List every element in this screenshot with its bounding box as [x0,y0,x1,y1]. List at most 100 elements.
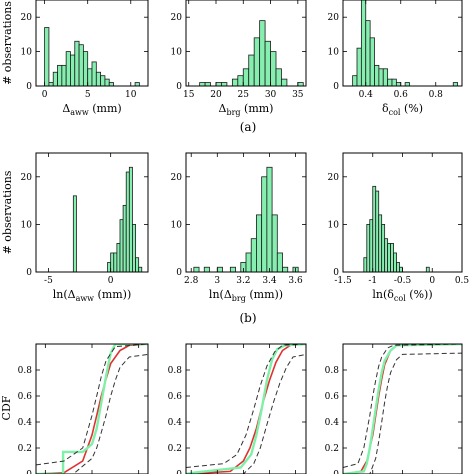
histogram-bar [44,27,50,86]
y-tick-label: 20 [21,173,33,183]
cdf-line-fit [186,344,306,474]
y-tick-label: 0 [176,268,182,278]
x-axis-label: δcol (%) [382,102,423,117]
y-tick-label: 0.2 [168,444,182,454]
x-tick-label: 0 [108,276,114,286]
x-tick-label: -5 [44,276,53,286]
axes-frame [35,343,149,474]
y-tick-label: 10 [21,48,33,58]
histogram-bar [393,252,397,272]
y-tick-label: 10 [328,220,340,230]
cdf-line-bound-upper [36,344,148,466]
histogram-bar [116,243,121,272]
histogram-bar [381,223,386,272]
cdf-line-empirical [36,344,148,474]
histogram-bar [70,54,76,86]
axes-frame [342,152,463,273]
cdf-line-fit [36,344,148,474]
histogram-bar [297,82,304,86]
x-axis-label: Δaww (mm) [62,102,121,117]
histogram-bar [369,37,375,86]
panel-plot-area [199,20,304,86]
histogram-bar [138,266,143,272]
histogram-bar [107,262,112,272]
axes-frame [185,343,307,474]
histogram-bar [87,68,93,86]
histogram-bar [231,78,239,86]
x-tick-label: -0.5 [394,276,412,286]
panel-a1: 0 5 10 0 10 20 Δaww (mm) # observations [1,0,149,117]
histogram-bar [271,214,278,272]
histogram-bar [91,61,97,86]
histogram-bar [363,257,368,272]
histogram-bar [65,51,71,86]
histogram-bar [125,171,130,272]
panel-plot-area [72,166,143,272]
histogram-bar [132,223,136,272]
histogram-bar [372,185,377,272]
histogram-bar [352,75,358,86]
cdf-line-bound-upper [343,344,462,468]
histogram-bar [276,252,283,272]
histogram-bar [387,78,393,86]
histogram-bar [387,243,391,272]
histogram-bar [391,78,397,86]
x-tick-label: 3.4 [262,276,277,286]
x-tick-label: 25 [238,90,250,100]
x-axis-label: ln(δcol (%)) [372,288,432,303]
x-tick-label: 0.4 [359,90,374,100]
histogram-bar [108,82,114,86]
panel-c2: 0 0.2 0.4 0.6 0.8 [168,343,307,474]
x-tick-label: -1.5 [334,276,352,286]
axes-frame [35,152,149,273]
y-tick-label: 0 [333,268,339,278]
x-tick-label: 0.8 [429,90,444,100]
y-tick-label: 0 [176,470,182,474]
histogram-bar [57,64,63,86]
histogram-bar [378,214,383,272]
histogram-bar [264,40,271,86]
y-tick-label: 0.6 [18,392,33,402]
cdf-line-bound-lower [36,353,148,474]
x-tick-label: 10 [125,90,137,100]
x-tick-label: 35 [292,90,304,100]
y-tick-label: 10 [21,220,33,230]
y-tick-label: 20 [171,173,183,183]
histogram-bar [204,82,211,86]
histogram-bar [382,68,389,86]
histogram-bar [425,266,430,272]
cdf-line-bound-lower [343,352,462,474]
panel-plot-area [36,344,148,474]
y-tick-label: 0.8 [168,366,183,376]
panel-a2: 15 20 25 30 35 0 10 20 Δbrg (mm) [171,0,307,117]
histogram-bar [261,176,268,272]
y-tick-label: 0.6 [325,392,340,402]
histogram-bar [74,40,80,86]
y-tick-label: 0 [26,82,32,92]
panel-c3: 0 0.2 0.4 0.6 0.8 [325,343,463,474]
histogram-bar [110,252,115,272]
axes-frame [185,0,307,87]
axes-frame [342,0,463,87]
y-tick-label: 10 [171,48,183,58]
y-tick-label: 0.6 [168,392,183,402]
x-axis-label: ln(Δaww (mm)) [53,288,132,303]
histogram-bar [452,82,459,86]
histogram-bar [135,257,140,272]
histogram-bar [245,252,252,272]
histogram-bar [203,266,210,272]
histogram-bar [270,51,277,86]
histogram-bar [374,64,380,86]
histogram-bar [237,75,244,86]
histogram-bar [378,68,384,86]
histogram-bar [82,51,89,86]
histogram-bar [229,266,236,272]
histogram-bar [215,82,222,86]
histogram-bar [48,82,54,86]
x-tick-label: 3.6 [288,276,303,286]
histogram-bar [375,190,380,272]
x-tick-label: 0.5 [455,276,470,286]
axes-frame [185,152,307,273]
histogram-bar [365,20,371,86]
y-tick-label: 0.8 [325,366,340,376]
